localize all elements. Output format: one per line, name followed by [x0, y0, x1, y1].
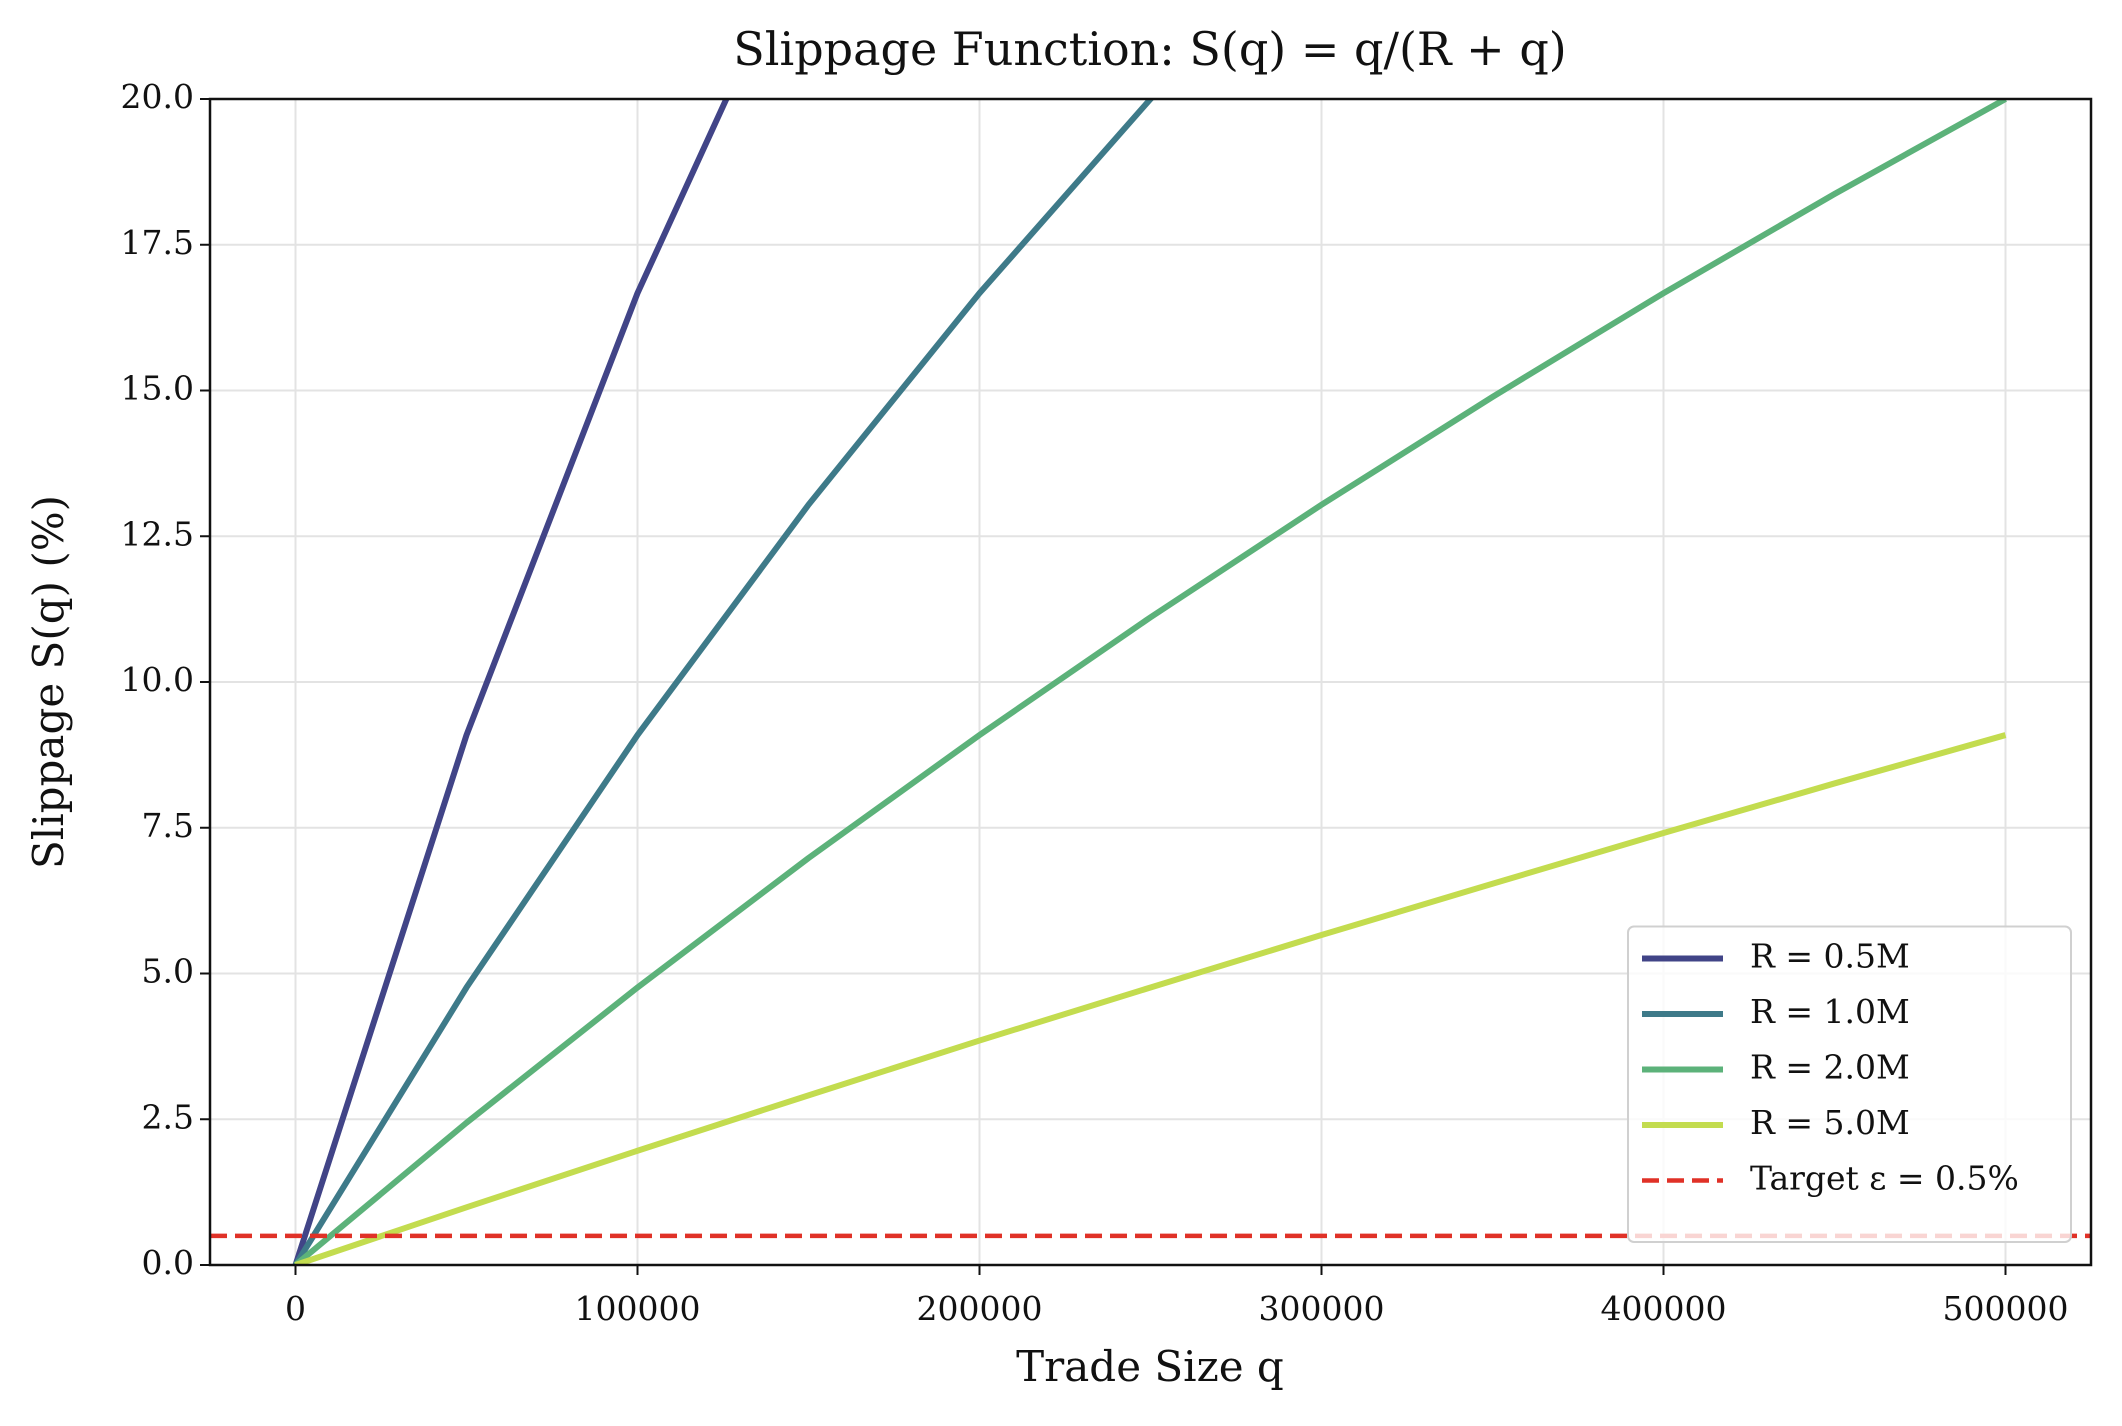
- legend-label: Target ε = 0.5%: [1750, 1159, 2019, 1198]
- y-tick-label: 0.0: [142, 1243, 194, 1282]
- series-line: [293, 99, 2007, 1265]
- y-tick-label: 20.0: [121, 77, 194, 116]
- y-axis-label: Slippage S(q) (%): [24, 495, 73, 869]
- y-tick-label: 10.0: [121, 660, 194, 699]
- x-tick-label: 100000: [575, 1289, 701, 1328]
- y-tick-label: 5.0: [142, 952, 194, 991]
- x-tick-label: 400000: [1601, 1289, 1727, 1328]
- series-line: [292, 99, 1155, 1265]
- legend: R = 0.5M R = 1.0M R = 2.0M R = 5.0M Target ε…: [1627, 925, 2072, 1243]
- legend-label: R = 5.0M: [1750, 1103, 1910, 1142]
- y-tick-label: 7.5: [142, 806, 194, 845]
- x-tick-label: 200000: [917, 1289, 1043, 1328]
- series-line: [292, 99, 730, 1265]
- x-tick-label: 500000: [1943, 1289, 2069, 1328]
- y-tick-label: 17.5: [121, 223, 194, 262]
- x-tick-label: 300000: [1259, 1289, 1385, 1328]
- x-axis-label: Trade Size q: [1016, 1342, 1284, 1391]
- legend-box: [1627, 925, 2072, 1243]
- ticks: 0.0 2.5 5.0 7.5 10.0 12.5 15.0 17.5 20.0 0 100000 2…: [121, 77, 2069, 1328]
- x-tick-label: 0: [285, 1289, 306, 1328]
- legend-label: R = 1.0M: [1750, 992, 1910, 1031]
- y-tick-label: 12.5: [121, 514, 194, 553]
- chart-title: Slippage Function: S(q) = q/(R + q): [733, 22, 1566, 76]
- plot-lines: [210, 99, 2091, 1265]
- legend-label: R = 0.5M: [1750, 937, 1910, 976]
- series-line: [294, 732, 2007, 1265]
- y-tick-label: 15.0: [121, 369, 194, 408]
- legend-label: R = 2.0M: [1750, 1048, 1910, 1087]
- y-tick-label: 2.5: [142, 1097, 194, 1136]
